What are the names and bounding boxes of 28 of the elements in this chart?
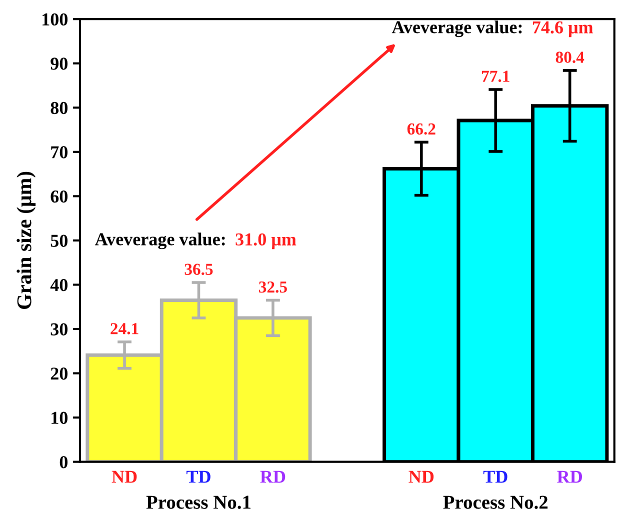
y-tick-label: 50 xyxy=(50,234,68,247)
text: Process No.1 xyxy=(146,496,250,509)
y-tick-label: 60 xyxy=(50,190,68,203)
data-label: 66.2 xyxy=(407,123,436,135)
y-tick-label: 0 xyxy=(60,456,68,468)
x-tick-label: ND xyxy=(408,470,434,483)
text: Process No.2 xyxy=(443,496,548,509)
x-tick-label: ND xyxy=(112,470,137,483)
y-tick-label: 70 xyxy=(51,146,68,158)
y-tick-label: 40 xyxy=(50,278,68,292)
data-label: 77.1 xyxy=(482,70,510,82)
x-tick-label: RD xyxy=(557,470,582,483)
y-tick-label: 90 xyxy=(50,58,68,70)
y-tick-label: 20 xyxy=(50,368,68,380)
y-tick-label: 10 xyxy=(52,412,68,424)
x-tick-label: TD xyxy=(186,470,210,483)
y-tick-label: 80 xyxy=(50,102,68,114)
data-label: 24.1 xyxy=(110,323,138,334)
x-tick-label: RD xyxy=(260,470,286,483)
data-label: 36.5 xyxy=(184,264,213,276)
x-tick-label: TD xyxy=(483,470,508,483)
annotation: Aveverage value: 31.0 μm xyxy=(95,232,296,250)
annotation: Aveverage value: 74.6 μm xyxy=(392,20,594,38)
y-tick-label: 100 xyxy=(42,13,68,26)
y-tick-label: 30 xyxy=(50,323,68,336)
y-axis-title: Grain size (μm) xyxy=(16,172,36,309)
data-label: 32.5 xyxy=(259,281,287,293)
data-label: 80.4 xyxy=(556,52,584,63)
